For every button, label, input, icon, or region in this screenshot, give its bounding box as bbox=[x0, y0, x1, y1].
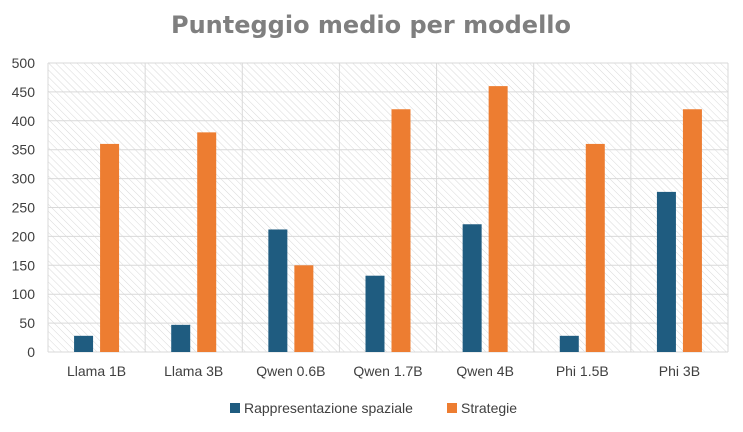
bar bbox=[100, 143, 120, 352]
bar bbox=[462, 224, 482, 352]
y-tick-label: 50 bbox=[19, 315, 35, 331]
x-tick-label: Qwen 0.6B bbox=[256, 363, 325, 379]
x-axis: Llama 1B Llama 3B Qwen 0.6B Qwen 1.7B Qwen 4… bbox=[67, 363, 700, 379]
y-tick-label: 100 bbox=[12, 286, 36, 302]
y-tick-label: 200 bbox=[12, 228, 36, 244]
y-tick-label: 0 bbox=[27, 344, 35, 360]
x-tick-label: Phi 3B bbox=[659, 363, 700, 379]
y-tick-label: 300 bbox=[12, 171, 36, 187]
legend-label: Strategie bbox=[461, 400, 517, 416]
bar bbox=[365, 275, 385, 352]
bars bbox=[74, 86, 702, 353]
bar bbox=[171, 324, 191, 352]
legend: Rappresentazione spaziale Strategie bbox=[230, 400, 517, 416]
bar bbox=[682, 109, 702, 353]
legend-swatch bbox=[447, 403, 457, 413]
x-tick-label: Llama 1B bbox=[67, 363, 126, 379]
legend-swatch bbox=[230, 403, 240, 413]
y-tick-label: 150 bbox=[12, 257, 36, 273]
bar bbox=[488, 86, 508, 353]
legend-label: Rappresentazione spaziale bbox=[244, 400, 413, 416]
bar bbox=[197, 132, 217, 352]
y-tick-label: 500 bbox=[12, 55, 36, 71]
bar bbox=[74, 335, 94, 352]
x-tick-label: Llama 3B bbox=[164, 363, 223, 379]
bar bbox=[585, 143, 605, 352]
x-tick-label: Phi 1.5B bbox=[556, 363, 609, 379]
y-tick-label: 450 bbox=[12, 84, 36, 100]
y-tick-label: 350 bbox=[12, 142, 36, 158]
y-tick-label: 250 bbox=[12, 200, 36, 216]
gridlines bbox=[47, 62, 729, 353]
x-tick-label: Qwen 1.7B bbox=[353, 363, 422, 379]
bar bbox=[559, 335, 579, 352]
bar bbox=[268, 229, 288, 352]
y-tick-label: 400 bbox=[12, 113, 36, 129]
y-axis: 0 50 100 150 200 250 300 350 400 450 500 bbox=[12, 55, 36, 360]
bar bbox=[656, 191, 676, 352]
x-tick-label: Qwen 4B bbox=[456, 363, 514, 379]
bar bbox=[391, 109, 411, 353]
bar bbox=[294, 265, 314, 352]
chart-title: Punteggio medio per modello bbox=[171, 11, 571, 39]
